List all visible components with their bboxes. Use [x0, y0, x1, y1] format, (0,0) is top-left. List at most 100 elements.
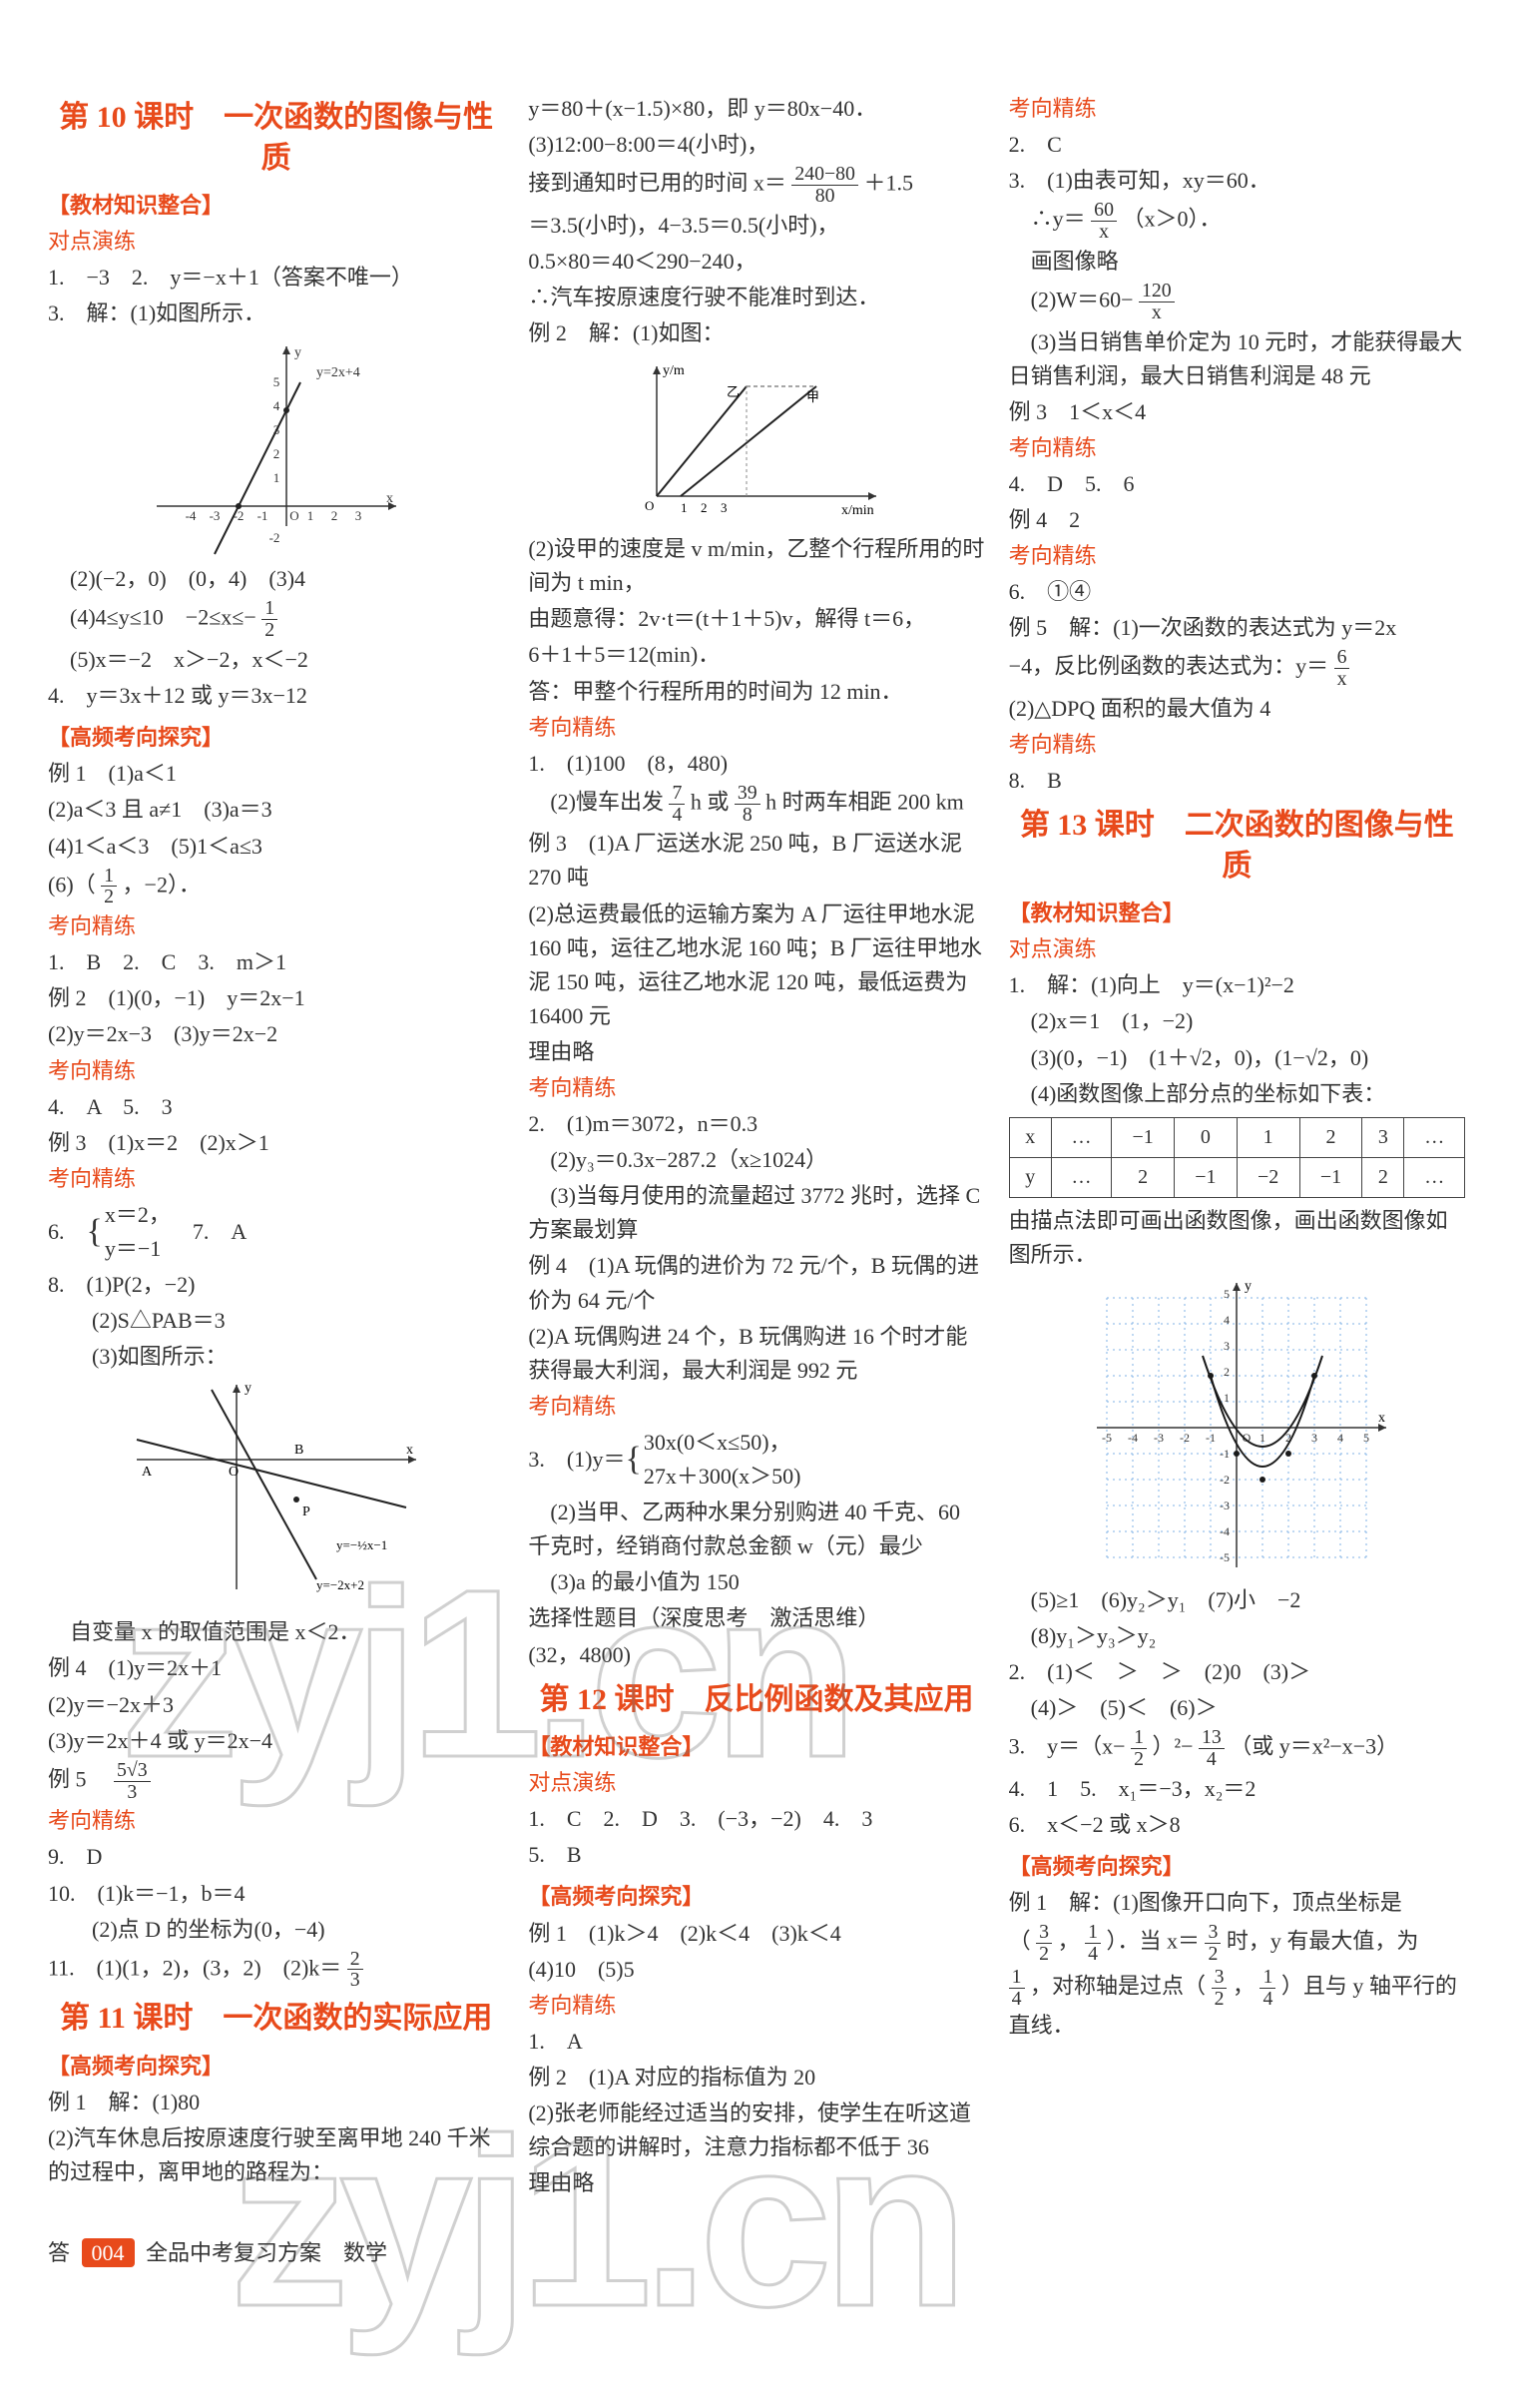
- svg-text:y: y: [245, 1381, 252, 1396]
- select-header: 选择性题目（深度思考 激活思维）: [528, 1601, 984, 1635]
- answer-line: 例 2 (1)A 对应的指标值为 20: [528, 2061, 984, 2095]
- svg-text:y: y: [294, 345, 301, 360]
- svg-text:O: O: [289, 508, 298, 523]
- svg-text:-2: -2: [268, 530, 279, 545]
- answer-line: 由题意得：2v·t＝(t＋1＋5)v，解得 t＝6，: [528, 602, 984, 636]
- fraction: 12: [101, 866, 117, 908]
- sub-header: 考向精练: [1009, 728, 1465, 762]
- section-header: 【高频考向探究】: [1009, 1850, 1465, 1884]
- answer-line: 例 1 解：(1)80: [48, 2086, 504, 2119]
- svg-text:2: 2: [1224, 1365, 1230, 1379]
- svg-text:2: 2: [701, 500, 708, 515]
- answer-line: (3)y＝2x＋4 或 y＝2x−4: [48, 1724, 504, 1758]
- answer-line: 例 4 2: [1009, 503, 1465, 537]
- svg-text:-3: -3: [209, 508, 220, 523]
- answer-line: (2)a＜3 且 a≠1 (3)a＝3: [48, 793, 504, 827]
- answer-line: 例 5 5√33: [48, 1760, 504, 1803]
- answer-line: 答：甲整个行程所用的时间为 12 min．: [528, 675, 984, 709]
- footer-title: 全品中考复习方案 数学: [146, 2240, 387, 2265]
- brace-icon: {: [625, 1434, 641, 1487]
- lesson-12-title: 第 12 课时 反比例函数及其应用: [528, 1680, 984, 1721]
- table-cell: −1: [1175, 1157, 1238, 1197]
- text: 27x＋300(x＞50): [644, 1460, 801, 1494]
- svg-text:-4: -4: [1220, 1524, 1230, 1538]
- svg-text:甲: 甲: [806, 389, 819, 404]
- answer-line: (2)汽车休息后按原速度行驶至离甲地 240 千米的过程中，离甲地的路程为：: [48, 2121, 504, 2189]
- table-cell: 2: [1299, 1117, 1362, 1157]
- denominator: 2: [1131, 1749, 1147, 1770]
- answer-line: (4)＞ (5)＜ (6)＞: [1009, 1691, 1465, 1725]
- lesson-10-title: 第 10 课时 一次函数的图像与性质: [48, 98, 504, 179]
- denominator: 80: [791, 186, 858, 207]
- table-cell: …: [1404, 1117, 1465, 1157]
- text: 3. (1)y＝: [528, 1443, 625, 1477]
- page-number-badge: 004: [82, 2238, 135, 2267]
- answer-line: 例 1 (1)k＞4 (2)k＜4 (3)k＜4: [528, 1917, 984, 1951]
- answer-line: (3)当每月使用的流量超过 3772 兆时，选择 C 方案最划算: [528, 1179, 984, 1247]
- svg-text:2: 2: [272, 446, 279, 461]
- section-header: 【高频考向探究】: [528, 1880, 984, 1914]
- numerator: 2: [347, 1949, 363, 1971]
- sub-header: 考向精练: [1009, 431, 1465, 465]
- answer-line: y＝80＋(x−1.5)×80，即 y＝80x−40．: [528, 92, 984, 126]
- svg-text:y=2x+4: y=2x+4: [316, 365, 360, 380]
- numerator: 13: [1199, 1727, 1225, 1749]
- answer-line: 2. C: [1009, 128, 1465, 162]
- answer-line: (3)12:00−8:00＝4(小时)，: [528, 128, 984, 162]
- svg-text:2: 2: [330, 508, 337, 523]
- svg-text:3: 3: [1311, 1431, 1317, 1445]
- denominator: 4: [1009, 1989, 1025, 2010]
- answer-line: (4)1＜a＜3 (5)1＜a≤3: [48, 830, 504, 864]
- answer-line: (2)当甲、乙两种水果分别购进 40 千克、60 千克时，经销商付款总金额 w（…: [528, 1496, 984, 1563]
- text: h 或: [691, 789, 735, 814]
- table-cell: −1: [1299, 1157, 1362, 1197]
- text: 30x(0＜x≤50)，: [644, 1426, 801, 1460]
- answer-line: 2. (1)＜ ＞ ＞ (2)0 (3)＞: [1009, 1655, 1465, 1689]
- fraction: 14: [1260, 1967, 1275, 2010]
- svg-text:-3: -3: [1220, 1499, 1230, 1512]
- answer-line: (2)(−2，0) (0，4) (3)4: [48, 562, 504, 596]
- fraction: 32: [1212, 1967, 1228, 2010]
- denominator: x: [1139, 302, 1175, 323]
- fraction: 6x: [1334, 647, 1350, 690]
- svg-text:1: 1: [681, 500, 688, 515]
- svg-text:-1: -1: [256, 508, 267, 523]
- text: −4，反比例函数的表达式为：y＝: [1009, 654, 1328, 679]
- svg-text:-5: -5: [1220, 1550, 1230, 1564]
- answer-line: 3. (1)由表可知，xy＝60．: [1009, 164, 1465, 198]
- section-header: 【高频考向探究】: [48, 2050, 504, 2084]
- answer-line: 10. (1)k＝−1，b＝4: [48, 1877, 504, 1911]
- numerator: 120: [1139, 281, 1175, 302]
- denominator: 2: [101, 887, 117, 907]
- svg-text:-3: -3: [1154, 1431, 1164, 1445]
- answer-line: (2)总运费最低的运输方案为 A 厂运往甲地水泥 160 吨，运往乙地水泥 16…: [528, 898, 984, 1033]
- numerator: 1: [1085, 1922, 1101, 1944]
- answer-line: (3)(0，−1) (1＋√2，0)，(1−√2，0): [1009, 1041, 1465, 1075]
- text: ，对称轴是过点（: [1030, 1973, 1206, 1998]
- answer-line: 例 4 (1)A 玩偶的进价为 72 元/个，B 玩偶的进价为 64 元/个: [528, 1249, 984, 1317]
- answer-line: 1. A: [528, 2025, 984, 2059]
- answer-line: 4. 1 5. x₁＝−3，x₂＝2: [1009, 1772, 1465, 1806]
- table-cell: 2: [1112, 1157, 1175, 1197]
- numerator: 5√3: [114, 1760, 151, 1782]
- answer-line: 1. B 2. C 3. m＞1: [48, 945, 504, 979]
- answer-line: 由描点法即可画出函数图像，画出函数图像如图所示．: [1009, 1204, 1465, 1272]
- answer-line: 1. −3 2. y＝−x＋1（答案不唯一）: [48, 261, 504, 295]
- denominator: 4: [1085, 1944, 1101, 1965]
- text: (4)4≤y≤10 −2≤x≤−: [48, 605, 256, 630]
- denominator: x: [1334, 669, 1350, 690]
- answer-line: 例 1 解：(1)图像开口向下，顶点坐标是: [1009, 1886, 1465, 1920]
- svg-text:-1: -1: [1220, 1447, 1230, 1461]
- numerator: 60: [1091, 200, 1117, 222]
- fraction: 32: [1205, 1922, 1221, 1965]
- fraction: 12: [261, 598, 277, 641]
- text: ）²−: [1152, 1734, 1193, 1759]
- answer-line: 3. (1)y＝ { 30x(0＜x≤50)， 27x＋300(x＞50): [528, 1426, 984, 1494]
- fraction: 14: [1085, 1922, 1101, 1965]
- answer-line: 5. B: [528, 1838, 984, 1872]
- table-cell: y: [1009, 1157, 1051, 1197]
- answer-line: (2)W＝60− 120x: [1009, 281, 1465, 323]
- fraction: 23: [347, 1949, 363, 1992]
- numerator: 7: [669, 783, 685, 805]
- numerator: 3: [1212, 1967, 1228, 1989]
